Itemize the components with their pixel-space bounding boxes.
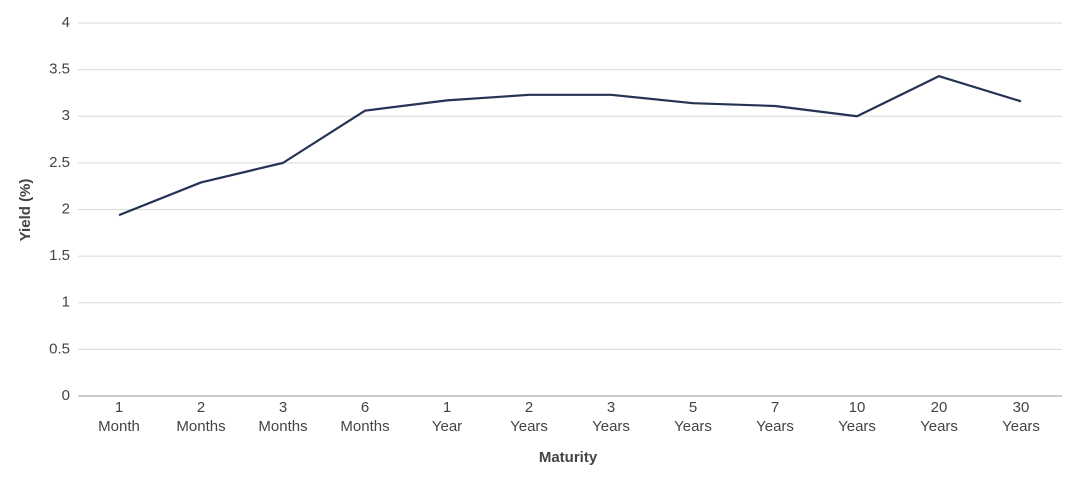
y-tick-label: 0.5 [49, 340, 70, 357]
x-tick-label: 20 Years [920, 399, 958, 435]
x-tick-label: 1 Month [98, 399, 140, 435]
y-axis-title: Yield (%) [17, 179, 34, 242]
y-tick-label: 1 [62, 294, 70, 311]
y-tick-label: 3.5 [49, 61, 70, 78]
y-tick-label: 2 [62, 200, 70, 217]
line [118, 75, 1022, 217]
x-tick-label: 7 Years [756, 399, 794, 435]
y-tick-label: 0 [62, 387, 70, 404]
x-tick-label: 1 Year [432, 399, 462, 435]
y-tick-label: 3 [62, 107, 70, 124]
y-tick-label: 1.5 [49, 247, 70, 264]
x-tick-label: 5 Years [674, 399, 712, 435]
x-tick-label: 3 Months [258, 399, 307, 435]
y-tick-label: 4 [62, 14, 70, 31]
x-tick-label: 2 Years [510, 399, 548, 435]
x-axis-title: Maturity [539, 449, 598, 466]
y-tick-label: 2.5 [49, 154, 70, 171]
x-tick-label: 3 Years [592, 399, 630, 435]
x-tick-label: 2 Months [176, 399, 225, 435]
x-tick-label: 30 Years [1002, 399, 1040, 435]
x-tick-label: 6 Months [340, 399, 389, 435]
x-tick-label: 10 Years [838, 399, 876, 435]
